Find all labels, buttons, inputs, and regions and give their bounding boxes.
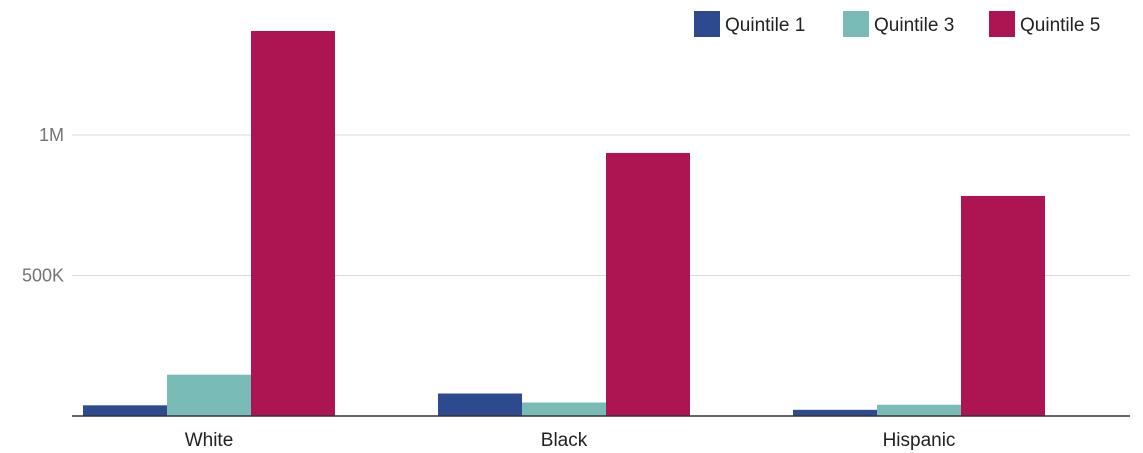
bar-hispanic-quintile-3 [877, 404, 961, 416]
x-axis-category-labels: White Black Hispanic [185, 430, 956, 451]
x-category-label: Hispanic [883, 430, 956, 451]
bar-black-quintile-5 [606, 152, 690, 416]
legend: Quintile 1 Quintile 3 Quintile 5 [694, 11, 1100, 37]
y-axis-tick-labels: 500K 1M [22, 125, 64, 286]
y-tick-label: 1M [39, 125, 64, 145]
legend-label: Quintile 1 [725, 15, 805, 36]
x-category-label: White [185, 430, 234, 451]
x-category-label: Black [541, 430, 588, 451]
legend-swatch [694, 11, 720, 37]
y-tick-label: 500K [22, 265, 64, 285]
bar-white-quintile-1 [83, 405, 167, 416]
bar-black-quintile-3 [522, 402, 606, 416]
bars [83, 31, 1045, 416]
bar-hispanic-quintile-5 [961, 195, 1045, 416]
legend-swatch [843, 11, 869, 37]
legend-label: Quintile 5 [1020, 15, 1100, 36]
gridlines [72, 134, 1130, 276]
bar-black-quintile-1 [438, 393, 522, 416]
legend-swatch [989, 11, 1015, 37]
bar-hispanic-quintile-1 [793, 409, 877, 416]
bar-white-quintile-5 [251, 31, 335, 416]
legend-label: Quintile 3 [874, 15, 954, 36]
bar-white-quintile-3 [167, 374, 251, 416]
